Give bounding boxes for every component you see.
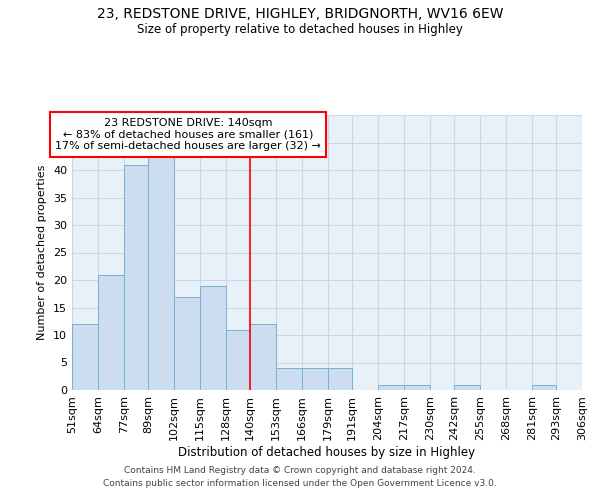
Bar bbox=[98, 274, 124, 390]
Bar bbox=[226, 330, 250, 390]
Y-axis label: Number of detached properties: Number of detached properties bbox=[37, 165, 47, 340]
Bar bbox=[174, 296, 200, 390]
Bar bbox=[200, 286, 226, 390]
Bar bbox=[532, 384, 556, 390]
Bar bbox=[250, 324, 276, 390]
Bar bbox=[124, 164, 148, 390]
Bar bbox=[148, 154, 174, 390]
Bar bbox=[276, 368, 302, 390]
Bar bbox=[378, 384, 404, 390]
Bar bbox=[404, 384, 430, 390]
Text: Size of property relative to detached houses in Highley: Size of property relative to detached ho… bbox=[137, 22, 463, 36]
Bar bbox=[72, 324, 98, 390]
Text: 23, REDSTONE DRIVE, HIGHLEY, BRIDGNORTH, WV16 6EW: 23, REDSTONE DRIVE, HIGHLEY, BRIDGNORTH,… bbox=[97, 8, 503, 22]
Text: 23 REDSTONE DRIVE: 140sqm
← 83% of detached houses are smaller (161)
17% of semi: 23 REDSTONE DRIVE: 140sqm ← 83% of detac… bbox=[55, 118, 321, 151]
Bar bbox=[328, 368, 352, 390]
Bar bbox=[454, 384, 480, 390]
Text: Contains HM Land Registry data © Crown copyright and database right 2024.
Contai: Contains HM Land Registry data © Crown c… bbox=[103, 466, 497, 487]
Bar bbox=[302, 368, 328, 390]
X-axis label: Distribution of detached houses by size in Highley: Distribution of detached houses by size … bbox=[178, 446, 476, 458]
